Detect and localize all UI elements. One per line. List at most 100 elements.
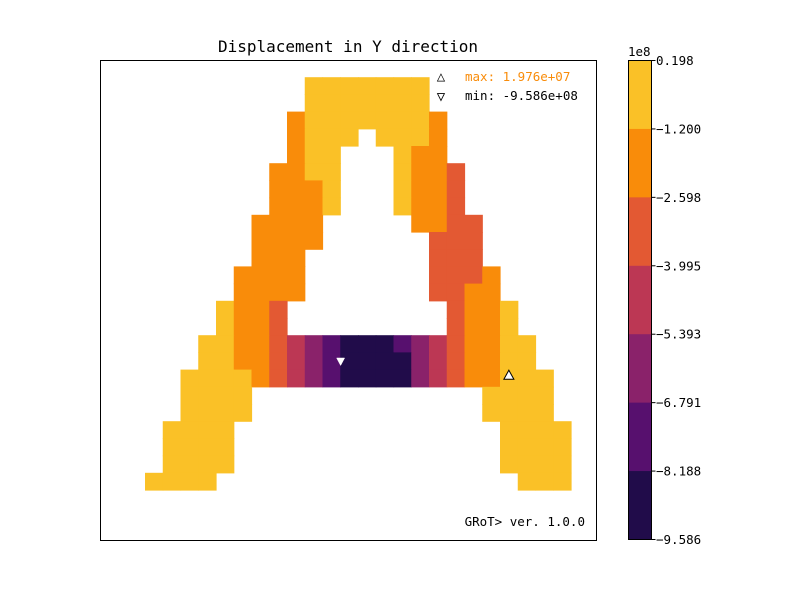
heatmap-cell (287, 180, 306, 199)
heatmap-cell (304, 369, 324, 388)
heatmap-cell (322, 146, 341, 164)
heatmap-cell (393, 94, 412, 113)
heatmap-cell (393, 197, 412, 216)
heatmap-cell (216, 455, 235, 474)
heatmap-cell (375, 111, 395, 130)
heatmap-cell (216, 335, 235, 353)
max-legend-symbol: △ (437, 69, 446, 85)
heatmap-cell (287, 266, 306, 285)
heatmap-cell (446, 214, 466, 233)
heatmap-cell (517, 352, 537, 371)
heatmap-cell (553, 472, 572, 491)
heatmap-cell (269, 214, 288, 233)
colorbar-tick-label: −8.188 (656, 464, 701, 479)
heatmap-cell (340, 111, 359, 130)
heatmap-cell (180, 455, 199, 474)
heatmap-cell (464, 318, 483, 336)
heatmap-cell (233, 266, 253, 285)
heatmap-cell (464, 335, 483, 353)
heatmap-cell (180, 386, 199, 405)
colorbar-tick-label: −6.791 (656, 395, 701, 410)
heatmap-cell (269, 180, 288, 199)
heatmap-cell (517, 472, 537, 491)
heatmap-cell (500, 404, 519, 422)
heatmap-cell (517, 335, 537, 353)
heatmap-cell (304, 77, 324, 95)
heatmap-cell (233, 369, 253, 388)
heatmap-cell (535, 421, 554, 439)
heatmap-cell (287, 249, 306, 267)
heatmap-cell (535, 472, 554, 491)
heatmap-cell (340, 369, 359, 388)
heatmap-cell (464, 266, 483, 285)
heatmap-cell (500, 300, 519, 319)
heatmap-cell (464, 300, 483, 319)
heatmap-cell (216, 386, 235, 405)
heatmap-cell (446, 197, 466, 216)
heatmap-cell (482, 283, 501, 302)
heatmap-cell (393, 369, 412, 388)
heatmap-cell (482, 369, 501, 388)
colorbar-frame (628, 60, 652, 540)
heatmap-cell (287, 163, 306, 181)
heatmap-cell (517, 421, 537, 439)
heatmap-cell (517, 386, 537, 405)
heatmap-cell (340, 128, 359, 147)
max-marker (503, 369, 515, 380)
heatmap-cell (198, 421, 217, 439)
heatmap-cell (429, 111, 448, 130)
heatmap-cell (411, 197, 430, 216)
heatmap-cell (322, 197, 341, 216)
colorbar (628, 60, 652, 540)
heatmap-cell (269, 335, 288, 353)
heatmap-cell (251, 318, 270, 336)
heatmap-cell (517, 438, 537, 457)
heatmap-cell (304, 335, 324, 353)
heatmap-cell (287, 369, 306, 388)
heatmap-cell (216, 421, 235, 439)
heatmap-cell (180, 369, 199, 388)
heatmap-cell (553, 438, 572, 457)
heatmap-cell (216, 404, 235, 422)
heatmap-cell (429, 369, 448, 388)
heatmap-cell (411, 128, 430, 147)
heatmap-cell (393, 335, 412, 353)
heatmap-cell (322, 352, 341, 371)
heatmap-cell (304, 94, 324, 113)
heatmap-cell (375, 128, 395, 147)
colorbar-segment (628, 471, 652, 540)
heatmap-cell (429, 214, 448, 233)
heatmap-cell (464, 283, 483, 302)
heatmap-cell (198, 386, 217, 405)
heatmap-cell (500, 318, 519, 336)
colorbar-segment (628, 197, 652, 267)
heatmap-cell (446, 300, 466, 319)
heatmap-cell (269, 232, 288, 250)
heatmap-cell (251, 300, 270, 319)
extrema-markers (336, 357, 515, 380)
heatmap-cell (304, 180, 324, 199)
heatmap-cell (393, 146, 412, 164)
heatmap-cell (393, 128, 412, 147)
heatmap-cell (358, 369, 377, 388)
heatmap-cell (358, 335, 377, 353)
heatmap-cell (482, 404, 501, 422)
heatmap-cell (180, 472, 199, 491)
heatmap-cell (464, 369, 483, 388)
heatmap-cell (482, 300, 501, 319)
heatmap-cell (287, 283, 306, 302)
colorbar-segment (628, 60, 652, 130)
heatmap-cell (446, 352, 466, 371)
heatmap-cell (500, 386, 519, 405)
chart-title: Displacement in Y direction (218, 37, 478, 56)
heatmap-cell (233, 300, 253, 319)
heatmap-cell (446, 335, 466, 353)
heatmap-cell (198, 455, 217, 474)
heatmap-cell (340, 94, 359, 113)
heatmap-cell (500, 352, 519, 371)
heatmap-cell (180, 421, 199, 439)
heatmap-cell (216, 438, 235, 457)
heatmap-cell (535, 438, 554, 457)
heatmap-cell (464, 214, 483, 233)
heatmap-cell (304, 214, 324, 233)
